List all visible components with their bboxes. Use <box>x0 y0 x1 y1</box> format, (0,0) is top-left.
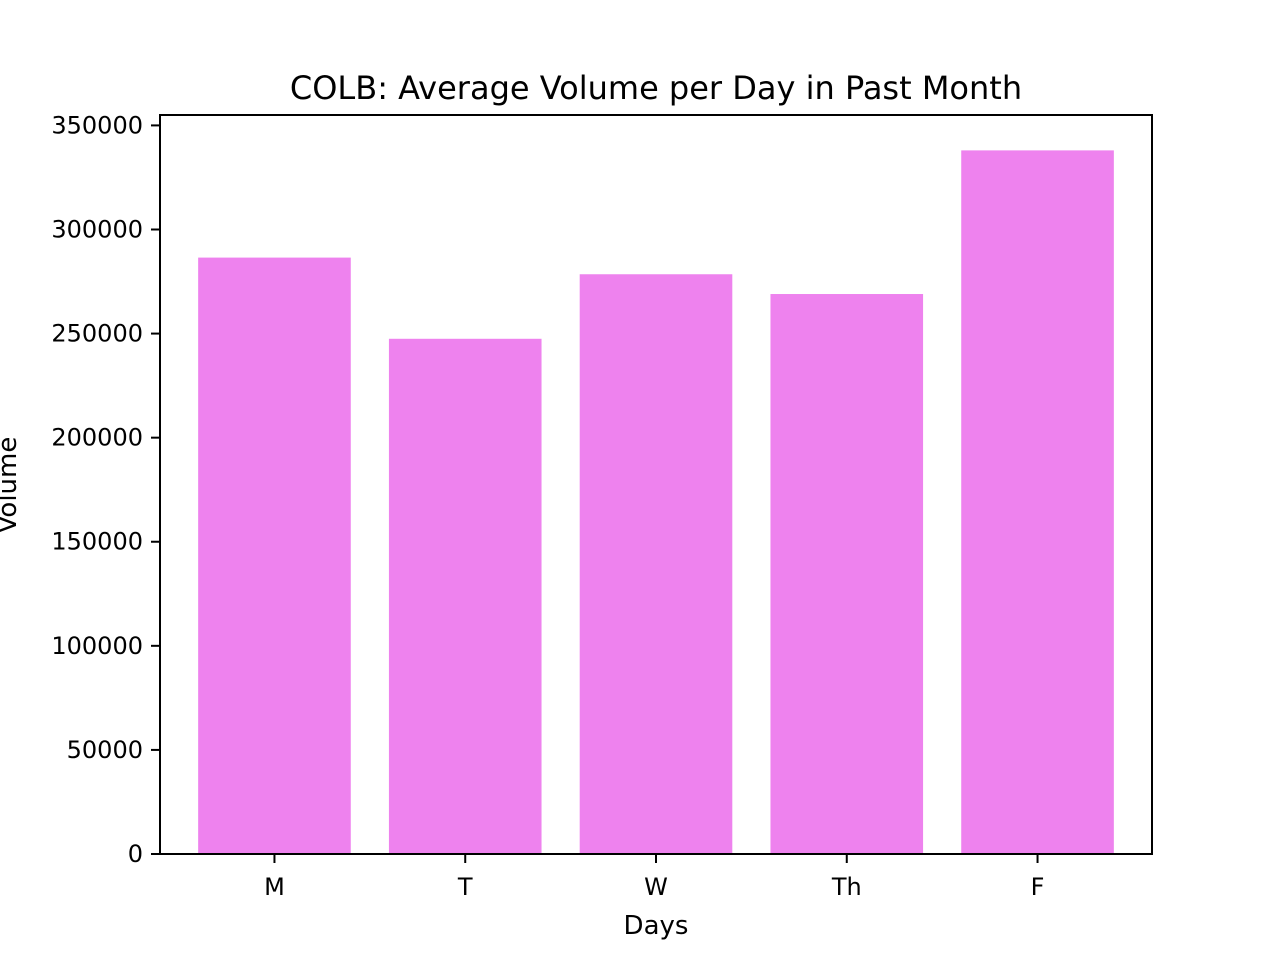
y-tick-label: 50000 <box>67 736 143 764</box>
y-tick-label: 250000 <box>51 320 143 348</box>
bar-th <box>770 294 924 854</box>
y-tick-label: 100000 <box>51 632 143 660</box>
x-axis-label: Days <box>624 911 689 941</box>
bar-t <box>388 338 542 854</box>
y-axis-ticks: 0 50000 100000 150000 200000 250000 300000 3500… <box>51 111 160 868</box>
y-tick-label: 0 <box>128 840 143 868</box>
x-axis-ticks: M T W Th F <box>264 854 1044 901</box>
y-tick-label: 350000 <box>51 111 143 139</box>
x-tick-label: W <box>644 873 668 901</box>
y-tick-label: 300000 <box>51 215 143 243</box>
y-tick-label: 150000 <box>51 528 143 556</box>
bar-w <box>579 274 733 855</box>
chart-title: COLB: Average Volume per Day in Past Mon… <box>290 69 1022 107</box>
bar-m <box>198 257 351 854</box>
bars-group <box>198 150 1114 855</box>
x-tick-label: T <box>457 873 473 901</box>
plot-frame <box>159 114 1153 855</box>
y-tick-label: 200000 <box>51 424 143 452</box>
bar-f <box>961 150 1114 854</box>
y-axis-label: Volume <box>0 437 23 534</box>
x-tick-label: F <box>1031 873 1045 901</box>
x-tick-label: M <box>264 873 285 901</box>
x-tick-label: Th <box>831 873 862 901</box>
